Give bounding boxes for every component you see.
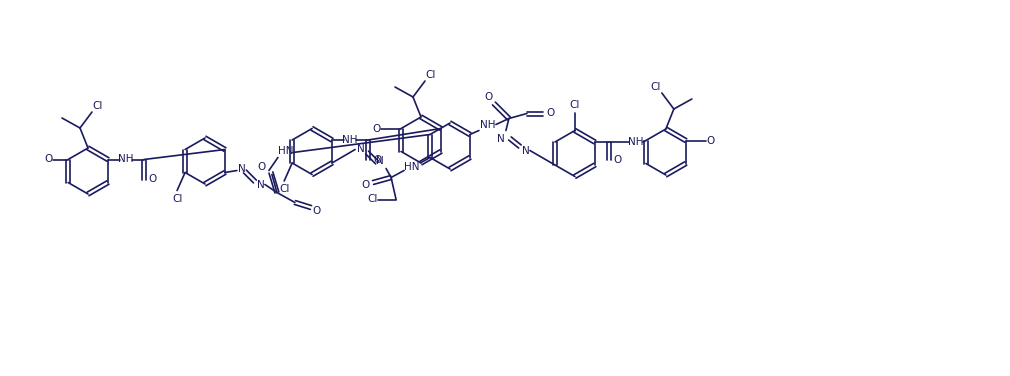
Text: N: N — [376, 156, 384, 167]
Text: Cl: Cl — [93, 101, 103, 111]
Text: Cl: Cl — [426, 70, 436, 80]
Text: O: O — [361, 180, 370, 191]
Text: O: O — [372, 123, 380, 133]
Text: N: N — [497, 135, 505, 144]
Text: HN: HN — [278, 146, 294, 156]
Text: N: N — [522, 146, 530, 156]
Text: O: O — [148, 174, 157, 185]
Text: NH: NH — [480, 120, 496, 129]
Text: N: N — [257, 179, 265, 190]
Text: Cl: Cl — [570, 100, 580, 111]
Text: O: O — [707, 135, 715, 146]
Text: NH: NH — [342, 135, 358, 145]
Text: O: O — [485, 91, 493, 102]
Text: O: O — [313, 206, 321, 215]
Text: O: O — [373, 155, 381, 165]
Text: O: O — [44, 155, 53, 165]
Text: O: O — [614, 155, 622, 165]
Text: Cl: Cl — [172, 194, 182, 203]
Text: N: N — [238, 164, 245, 173]
Text: O: O — [546, 109, 556, 118]
Text: NH: NH — [118, 155, 133, 165]
Text: Cl: Cl — [367, 194, 378, 205]
Text: HN: HN — [404, 162, 420, 173]
Text: NH: NH — [628, 137, 643, 147]
Text: Cl: Cl — [650, 82, 661, 92]
Text: N: N — [358, 144, 365, 153]
Text: O: O — [258, 162, 266, 173]
Text: Cl: Cl — [279, 184, 289, 194]
